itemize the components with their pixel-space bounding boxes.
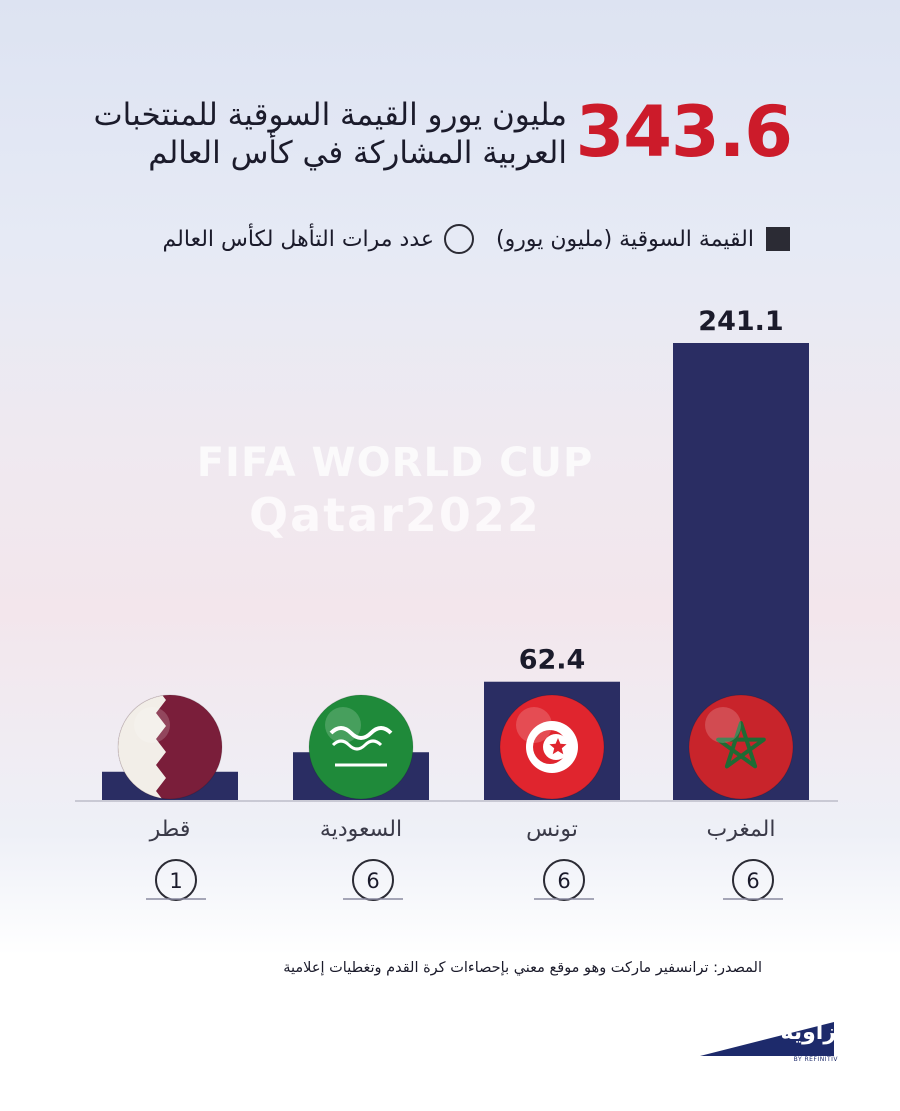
- saudi-ball-icon: [308, 694, 414, 800]
- source-note: المصدر: ترانسفير ماركت وهو موقع معني بإح…: [283, 960, 762, 976]
- qualification-circle-2: [352, 859, 394, 901]
- category-label-3: قطر: [149, 817, 191, 842]
- logo-mark-icon: [700, 1022, 834, 1056]
- legend-circle-icon: [444, 224, 475, 254]
- qualification-count-1: 6: [557, 869, 570, 893]
- category-label-0: المغرب: [707, 817, 776, 842]
- category-label-1: تونس: [526, 817, 578, 842]
- logo-byline: BY REFINITIV: [793, 1056, 838, 1063]
- title-line1: مليون يورو القيمة السوقية للمنتخبات: [93, 97, 568, 133]
- legend: القيمة السوقية (مليون يورو) عدد مرات الت…: [163, 224, 790, 254]
- total-value: 343.6: [575, 91, 793, 173]
- tunisia-ball-icon: [499, 694, 605, 800]
- legend-square-icon: [766, 227, 790, 251]
- page-title: مليون يورو القيمة السوقية للمنتخبات العر…: [47, 96, 568, 172]
- logo: زاوية BY REFINITIV: [700, 1020, 840, 1070]
- qualification-count-0: 6: [746, 869, 759, 893]
- qualification-count-2: 6: [366, 869, 379, 893]
- legend-bar-label: القيمة السوقية (مليون يورو): [496, 226, 754, 252]
- title-line2: العربية المشاركة في كأس العالم: [148, 135, 567, 171]
- morocco-ball-icon: [688, 694, 794, 800]
- qualification-circle-0: [732, 859, 774, 901]
- qualification-circle-1: [543, 859, 585, 901]
- bar-value-label-1: 62.4: [519, 645, 586, 676]
- qualification-count-3: 1: [169, 869, 182, 893]
- category-label-2: السعودية: [320, 817, 402, 842]
- qualification-circle-3: [155, 859, 197, 901]
- logo-wordmark: زاوية: [780, 1020, 836, 1045]
- legend-circle-label: عدد مرات التأهل لكأس العالم: [162, 226, 435, 252]
- header: 343.6 مليون يورو القيمة السوقية للمنتخبا…: [80, 91, 794, 173]
- bar-value-label-0: 241.1: [698, 306, 783, 337]
